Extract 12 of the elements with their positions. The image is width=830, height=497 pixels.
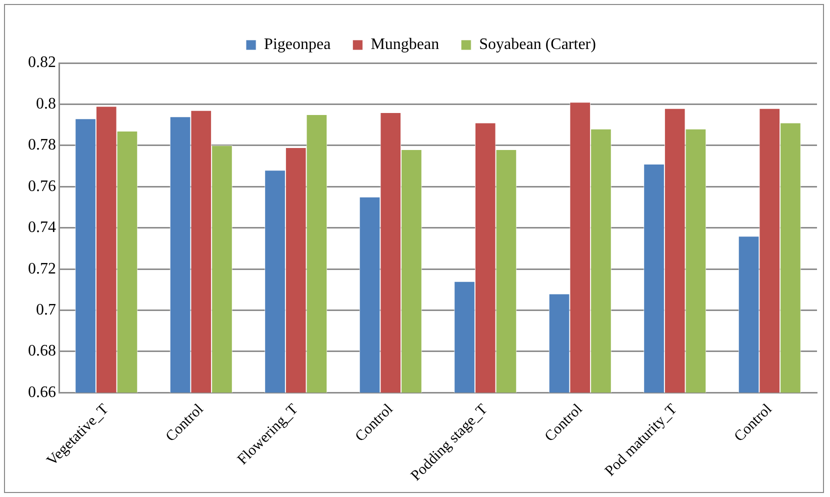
y-tick-label: 0.66 xyxy=(28,384,56,401)
y-tick-label: 0.68 xyxy=(28,342,56,360)
y-tick-label: 0.72 xyxy=(28,260,56,278)
y-tick-label: 0.76 xyxy=(28,178,56,195)
legend-label: Mungbean xyxy=(370,36,440,54)
legend-label: Pigeonpea xyxy=(264,36,331,54)
y-tick-label: 0.8 xyxy=(36,95,56,112)
y-tick-label: 0.78 xyxy=(28,136,56,154)
y-tick-label: 0.82 xyxy=(28,54,56,72)
y-tick-label: 0.74 xyxy=(28,219,56,236)
legend-label: Soyabean (Carter) xyxy=(479,36,596,54)
y-tick-label: 0.7 xyxy=(36,301,56,318)
